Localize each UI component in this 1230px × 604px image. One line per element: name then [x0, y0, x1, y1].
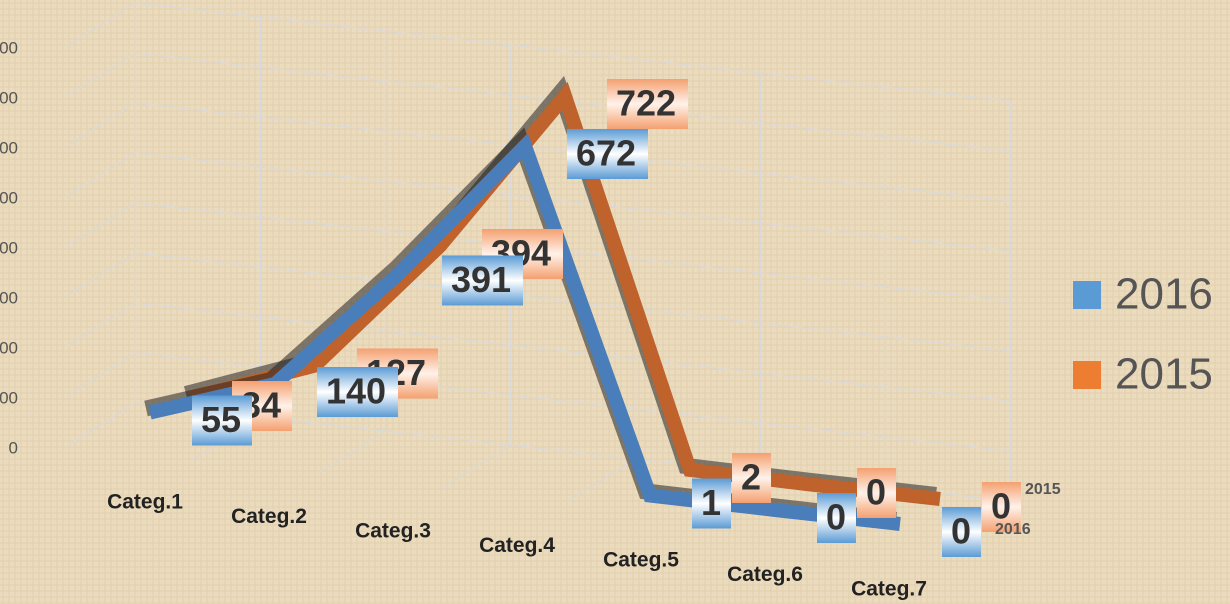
data-label-box	[857, 468, 896, 518]
y-tick-label: 800	[0, 38, 18, 57]
depth-label: 2016	[995, 521, 1031, 538]
x-tick-label: Categ.3	[355, 520, 431, 543]
legend-swatch	[1073, 361, 1101, 389]
data-label-box	[817, 493, 856, 543]
legend-label: 2016	[1115, 270, 1213, 319]
y-tick-label: 100	[0, 388, 18, 407]
data-label: 722	[616, 83, 676, 124]
y-tick-label: 500	[0, 188, 18, 207]
data-label: 1	[701, 482, 721, 523]
x-tick-label: Categ.1	[107, 491, 183, 514]
data-label: 140	[326, 371, 386, 412]
x-tick-label: Categ.2	[231, 505, 307, 528]
data-label: 0	[991, 486, 1011, 527]
data-label-box	[567, 129, 648, 179]
x-tick-label: Categ.6	[727, 563, 803, 586]
y-tick-label: 700	[0, 88, 18, 107]
legend-label: 2015	[1115, 350, 1213, 399]
y-tick-label: 300	[0, 288, 18, 307]
data-label: 672	[576, 133, 636, 174]
x-tick-label: Categ.7	[851, 578, 927, 601]
data-label: 2	[741, 457, 761, 498]
y-tick-label: 200	[0, 338, 18, 357]
data-label-box	[607, 79, 688, 129]
data-label-box	[732, 453, 771, 503]
legend-swatch	[1073, 281, 1101, 309]
data-label: 0	[866, 472, 886, 513]
data-label-box	[692, 478, 731, 529]
data-label: 0	[951, 511, 971, 552]
grid-line	[317, 31, 387, 475]
data-label-box	[942, 507, 981, 557]
data-label: 55	[201, 399, 241, 440]
data-label-box	[982, 482, 1021, 532]
grid-line	[67, 3, 137, 447]
y-tick-label: 0	[9, 438, 18, 457]
line	[188, 81, 941, 506]
data-label-box	[317, 367, 398, 417]
y-tick-label: 400	[0, 238, 18, 257]
data-label: 0	[826, 497, 846, 538]
data-label-box	[442, 255, 523, 306]
data-label-box	[192, 395, 252, 446]
x-tick-label: Categ.4	[479, 534, 555, 557]
grid-line	[442, 45, 512, 489]
x-tick-label: Categ.5	[603, 549, 679, 572]
data-label: 391	[451, 259, 511, 300]
depth-label: 2015	[1025, 481, 1061, 498]
y-tick-label: 600	[0, 138, 18, 157]
